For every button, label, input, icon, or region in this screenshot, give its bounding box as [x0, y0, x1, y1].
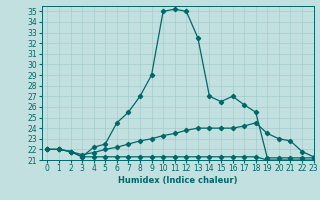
X-axis label: Humidex (Indice chaleur): Humidex (Indice chaleur) — [118, 176, 237, 185]
